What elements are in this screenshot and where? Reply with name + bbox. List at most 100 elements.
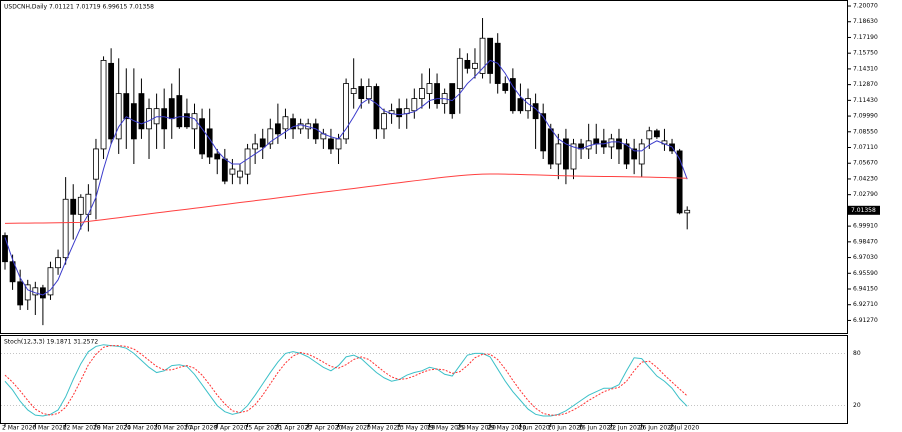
- candle-body: [161, 108, 168, 130]
- y-tick-label: 6.91270: [853, 317, 878, 324]
- candle-body: [616, 138, 622, 150]
- candle-body: [638, 143, 645, 165]
- candle-body: [267, 128, 274, 145]
- y-tick-label: 7.09990: [853, 113, 878, 120]
- candle-body: [274, 123, 281, 135]
- stoch-title: Stoch(12,3,3) 19.1871 31.2572: [4, 339, 98, 346]
- x-tick-label: 15 Apr 2020: [245, 425, 282, 432]
- y-tick-label: 6.94150: [853, 286, 878, 293]
- candle-body: [540, 113, 547, 152]
- candle-body: [184, 113, 190, 128]
- candle-body: [365, 86, 372, 100]
- candle-body: [62, 198, 69, 259]
- candle-body: [487, 37, 494, 74]
- y-tick-label: 6.92710: [853, 301, 878, 308]
- candle-body: [93, 148, 99, 180]
- y-tick-label: 7.14310: [853, 65, 878, 72]
- candle-body: [343, 83, 350, 140]
- candle-body: [555, 143, 562, 165]
- candle-body: [55, 257, 61, 269]
- candle-body: [570, 143, 577, 170]
- x-tick-label: 30 Mar 2020: [154, 425, 192, 432]
- y-tick-label: 20: [853, 402, 861, 409]
- candle-body: [335, 138, 342, 150]
- stoch-panel-frame: [0, 335, 848, 424]
- y-tick-label: 6.95590: [853, 270, 878, 277]
- candle-body: [282, 116, 289, 130]
- y-tick-label: 7.02790: [853, 191, 878, 198]
- x-tick-label: 19 May 2020: [426, 425, 465, 432]
- x-tick-label: 4 Jun 2020: [517, 425, 549, 432]
- candle-body: [70, 198, 77, 215]
- candle-body: [358, 86, 365, 100]
- y-tick-label: 6.99910: [853, 223, 878, 230]
- x-tick-label: 3 Apr 2020: [184, 425, 217, 432]
- candle-body: [426, 83, 433, 94]
- candle-body: [418, 88, 425, 100]
- candle-body: [525, 98, 531, 112]
- candle-body: [547, 128, 554, 165]
- candle-body: [456, 57, 463, 89]
- candle-body: [676, 150, 683, 214]
- candle-body: [24, 284, 31, 301]
- candle-body: [631, 148, 638, 160]
- main-panel-frame: [0, 0, 848, 334]
- x-tick-label: 2 Mar 2020: [2, 425, 36, 432]
- candle-body: [563, 138, 569, 170]
- y-tick-label: 7.20070: [853, 3, 878, 10]
- candle-body: [608, 138, 615, 148]
- candle-body: [684, 209, 691, 214]
- candle-body: [199, 118, 205, 155]
- x-tick-label: 1 May 2020: [336, 425, 371, 432]
- x-tick-label: 22 Jun 2020: [608, 425, 644, 432]
- price-tag: [848, 205, 880, 215]
- candle-body: [123, 93, 130, 120]
- y-tick-label: 7.05670: [853, 160, 878, 167]
- candle-body: [381, 113, 387, 130]
- chart-title: USDCNH,Daily 7.01121 7.01719 6.99615 7.0…: [4, 4, 154, 11]
- candle-body: [100, 59, 107, 150]
- candle-body: [115, 93, 122, 140]
- candle-body: [237, 170, 243, 178]
- candle-body: [312, 123, 319, 140]
- candle-body: [244, 148, 251, 175]
- candle-body: [108, 62, 115, 140]
- candle-body: [646, 130, 653, 140]
- candle-body: [252, 143, 259, 150]
- x-tick-label: 26 Jun 2020: [639, 425, 675, 432]
- x-tick-label: 25 May 2020: [457, 425, 496, 432]
- candle-body: [653, 130, 660, 138]
- x-tick-label: 6 Mar 2020: [32, 425, 66, 432]
- candle-body: [138, 93, 145, 130]
- candle-body: [290, 118, 296, 130]
- candle-body: [214, 153, 221, 160]
- y-tick-label: 80: [853, 350, 861, 357]
- candle-body: [259, 138, 266, 148]
- candle-body: [350, 88, 357, 94]
- stoch-line: [4, 345, 688, 416]
- price-tag-label: 7.01358: [851, 207, 876, 214]
- stoch-line: [4, 344, 688, 417]
- y-tick-label: 7.08550: [853, 128, 878, 135]
- x-tick-label: 21 Apr 2020: [275, 425, 312, 432]
- candle-body: [176, 95, 183, 128]
- candle-body: [17, 281, 24, 306]
- x-tick-label: 24 Mar 2020: [123, 425, 161, 432]
- x-tick-label: 29 May 2020: [487, 425, 526, 432]
- candle-body: [585, 140, 592, 150]
- candle-body: [623, 143, 630, 165]
- x-tick-label: 16 Jun 2020: [578, 425, 614, 432]
- x-tick-label: 2 Jul 2020: [669, 425, 699, 432]
- y-tick-label: 7.18630: [853, 18, 878, 25]
- candle-body: [297, 123, 304, 130]
- candle-body: [434, 83, 440, 105]
- moving-average: [4, 173, 688, 224]
- candle-body: [206, 128, 213, 158]
- candle-body: [593, 138, 600, 145]
- y-tick-label: 7.17190: [853, 34, 878, 41]
- y-tick-label: 7.15750: [853, 50, 878, 57]
- candle-body: [479, 37, 486, 74]
- y-tick-label: 6.98470: [853, 238, 878, 245]
- x-tick-label: 18 Mar 2020: [93, 425, 131, 432]
